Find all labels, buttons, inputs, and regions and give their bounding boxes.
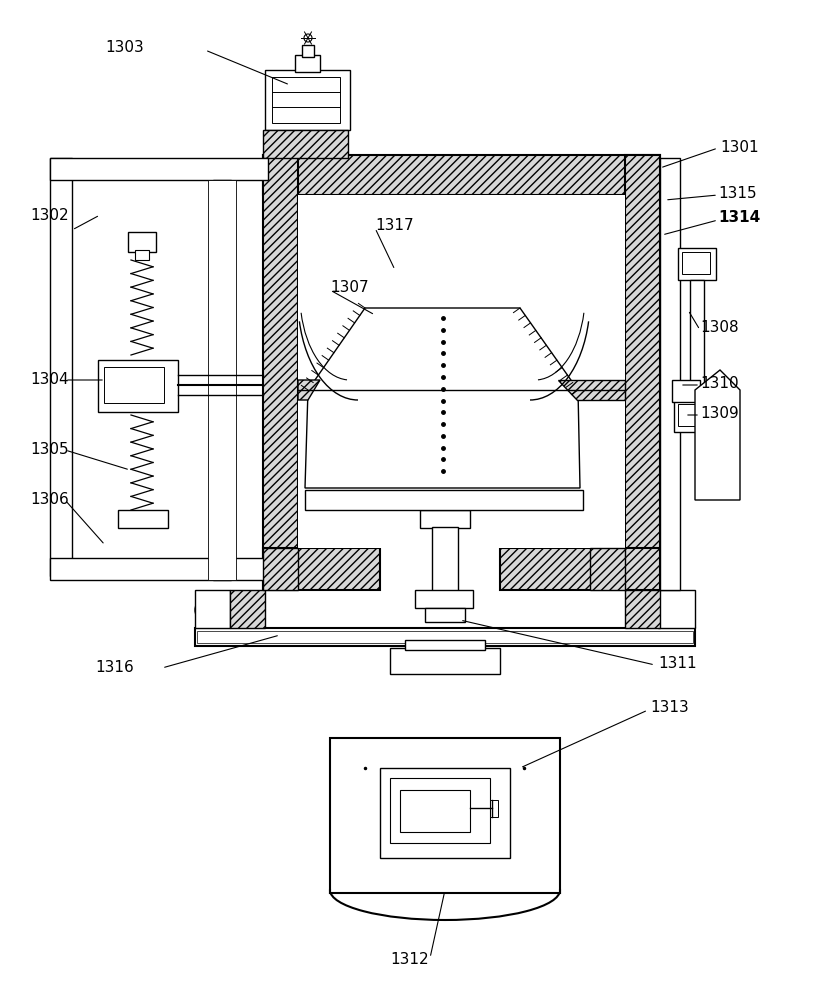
Text: 1315: 1315	[718, 186, 757, 200]
Text: 1309: 1309	[700, 406, 738, 420]
Polygon shape	[263, 548, 298, 590]
Polygon shape	[558, 380, 625, 400]
Bar	[263, 130, 348, 158]
Bar	[213, 180, 231, 580]
Bar	[265, 70, 350, 130]
Polygon shape	[590, 548, 625, 590]
Bar	[432, 527, 458, 592]
Bar	[195, 628, 695, 646]
Bar	[272, 77, 340, 123]
Bar	[390, 778, 490, 843]
Bar	[298, 195, 625, 548]
Bar	[625, 590, 660, 628]
Text: 1301: 1301	[720, 140, 758, 155]
Text: 1303: 1303	[105, 40, 144, 55]
Bar	[405, 640, 485, 650]
Bar	[660, 158, 680, 590]
Bar	[690, 280, 704, 410]
Bar	[208, 180, 236, 580]
Text: 1316: 1316	[95, 660, 134, 676]
Bar	[305, 490, 583, 510]
Polygon shape	[195, 590, 230, 628]
Bar	[302, 45, 314, 57]
Bar	[104, 367, 164, 403]
Polygon shape	[658, 590, 695, 628]
Bar	[50, 158, 268, 180]
Text: 1305: 1305	[30, 442, 69, 458]
Polygon shape	[263, 548, 380, 590]
Bar	[400, 790, 470, 832]
Polygon shape	[500, 548, 660, 590]
Bar	[295, 55, 320, 72]
Bar	[197, 631, 693, 643]
Bar	[50, 558, 268, 580]
Bar	[50, 158, 72, 576]
Polygon shape	[263, 155, 660, 195]
Polygon shape	[305, 308, 580, 488]
Text: 1314: 1314	[718, 211, 760, 226]
Bar	[415, 590, 473, 608]
Text: 1310: 1310	[700, 375, 738, 390]
Text: 1306: 1306	[30, 492, 69, 508]
Polygon shape	[625, 155, 660, 590]
Text: 1313: 1313	[650, 700, 689, 716]
Bar	[490, 800, 498, 817]
Bar	[390, 648, 500, 674]
Polygon shape	[298, 380, 320, 400]
Bar	[425, 608, 465, 622]
Text: 1312: 1312	[390, 952, 429, 968]
Text: 1308: 1308	[700, 320, 738, 336]
Bar	[674, 400, 716, 432]
Bar	[230, 590, 265, 628]
Bar	[678, 248, 716, 280]
Bar	[330, 738, 560, 893]
Bar	[420, 510, 470, 528]
Bar	[128, 232, 156, 252]
Polygon shape	[263, 155, 298, 590]
Bar	[135, 250, 149, 260]
Bar	[118, 510, 168, 528]
Text: 1317: 1317	[375, 219, 414, 233]
Bar	[678, 404, 710, 426]
Text: 1302: 1302	[30, 208, 69, 223]
Bar	[98, 360, 178, 412]
Text: 1311: 1311	[658, 656, 696, 670]
Text: 1307: 1307	[330, 280, 368, 296]
Text: 1304: 1304	[30, 372, 69, 387]
Bar	[682, 252, 710, 274]
Bar	[380, 768, 510, 858]
Bar	[672, 380, 700, 402]
Polygon shape	[695, 370, 740, 500]
